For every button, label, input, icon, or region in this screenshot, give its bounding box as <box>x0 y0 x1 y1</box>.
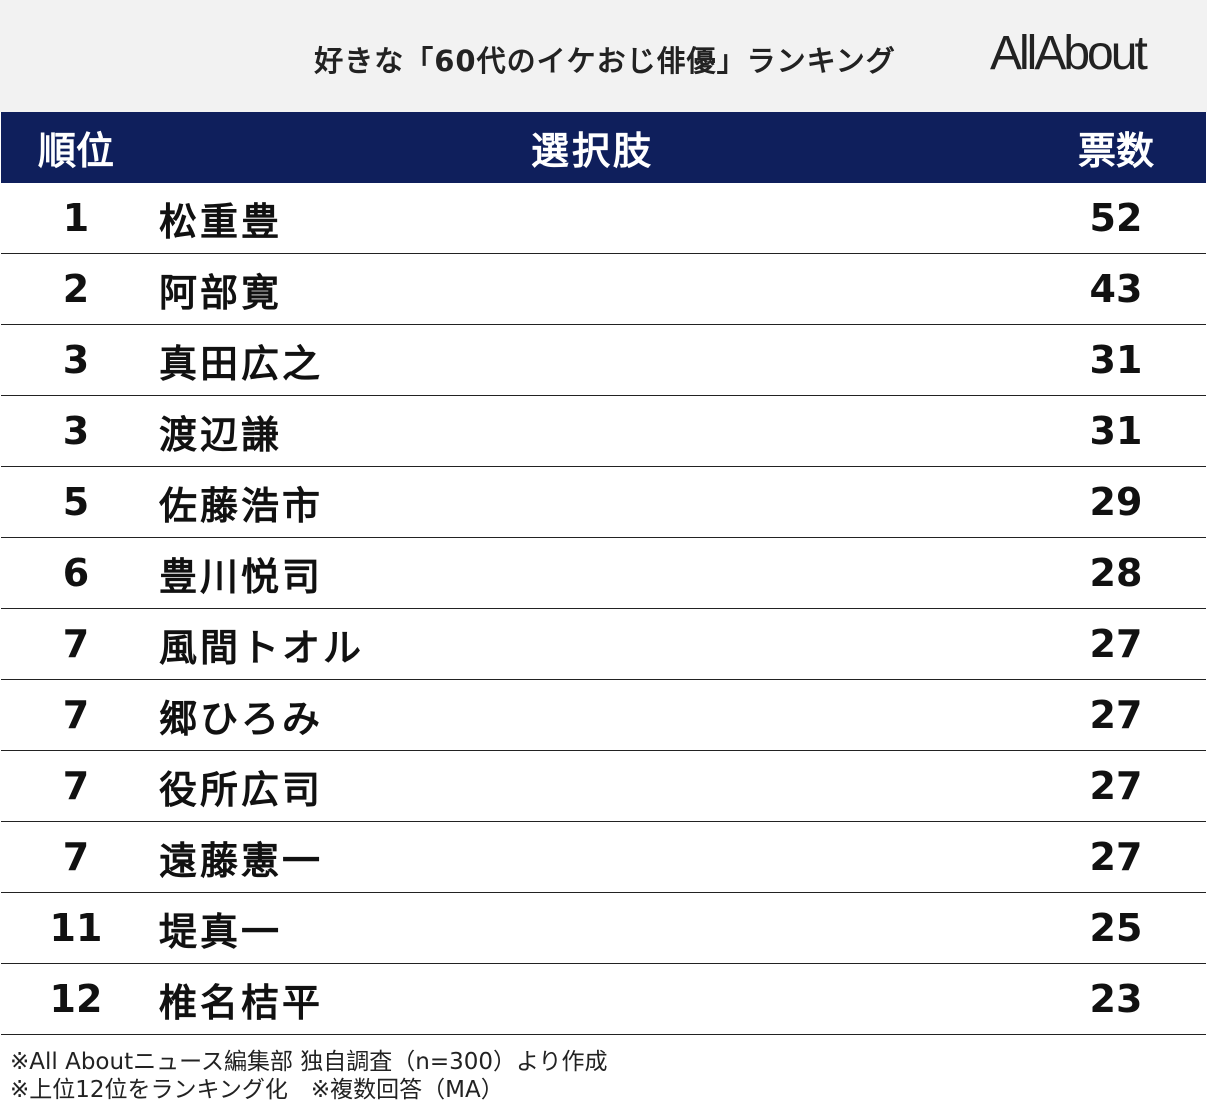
ranking-table: 順位 選択肢 票数 1 松重豊 52 2 阿部寛 43 3 真田広之 31 3 渡辺謙 31 5 佐藤浩市 29… <box>1 112 1206 1035</box>
table-cell: 27 <box>1026 608 1206 680</box>
table-cell: 役所広司 <box>151 750 1026 822</box>
table-row: 7 役所広司 27 <box>1 750 1206 822</box>
table-cell: 31 <box>1026 324 1206 396</box>
table-cell: 6 <box>1 537 151 609</box>
table-body: 1 松重豊 52 2 阿部寛 43 3 真田広之 31 3 渡辺謙 31 5 佐藤浩市 29 6 豊川悦司 28 7… <box>1 183 1206 1035</box>
table-cell: 25 <box>1026 892 1206 964</box>
table-cell: 3 <box>1 324 151 396</box>
table-row: 1 松重豊 52 <box>1 183 1206 254</box>
table-cell: 7 <box>1 821 151 893</box>
column-header: 票数 <box>1026 112 1206 183</box>
table-cell: 31 <box>1026 395 1206 467</box>
table-cell: 風間トオル <box>151 608 1026 680</box>
table-row: 6 豊川悦司 28 <box>1 537 1206 609</box>
table-cell: 5 <box>1 466 151 538</box>
title: 好きな「60代のイケおじ俳優」ランキング <box>314 44 896 78</box>
table-row: 2 阿部寛 43 <box>1 253 1206 325</box>
table-row: 3 渡辺謙 31 <box>1 395 1206 467</box>
table-cell: 28 <box>1026 537 1206 609</box>
table-cell: 堤真一 <box>151 892 1026 964</box>
table-cell: 豊川悦司 <box>151 537 1026 609</box>
table-cell: 1 <box>1 183 151 254</box>
logo: AllAbout <box>990 27 1148 80</box>
table-cell: 7 <box>1 750 151 822</box>
table-cell: 椎名桔平 <box>151 963 1026 1035</box>
table-cell: 12 <box>1 963 151 1035</box>
table-cell: 27 <box>1026 679 1206 751</box>
table-cell: 郷ひろみ <box>151 679 1026 751</box>
table-row: 7 郷ひろみ 27 <box>1 679 1206 751</box>
table-cell: 3 <box>1 395 151 467</box>
column-header: 順位 <box>1 112 151 183</box>
table-cell: 52 <box>1026 183 1206 254</box>
table-cell: 29 <box>1026 466 1206 538</box>
table-cell: 真田広之 <box>151 324 1026 396</box>
table-row: 5 佐藤浩市 29 <box>1 466 1206 538</box>
table-cell: 渡辺謙 <box>151 395 1026 467</box>
table-row: 11 堤真一 25 <box>1 892 1206 964</box>
table-row: 3 真田広之 31 <box>1 324 1206 396</box>
footnote: ※上位12位をランキング化 ※複数回答（MA） <box>10 1077 504 1103</box>
table-row: 12 椎名桔平 23 <box>1 963 1206 1035</box>
table-cell: 佐藤浩市 <box>151 466 1026 538</box>
table-cell: 27 <box>1026 821 1206 893</box>
header: 好きな「60代のイケおじ俳優」ランキング AllAbout <box>0 0 1207 112</box>
table-row: 7 遠藤憲一 27 <box>1 821 1206 893</box>
header-row: 順位 選択肢 票数 <box>1 112 1206 183</box>
table-cell: 松重豊 <box>151 183 1026 254</box>
column-header: 選択肢 <box>151 112 1026 183</box>
table-cell: 23 <box>1026 963 1206 1035</box>
table-cell: 43 <box>1026 253 1206 325</box>
table-cell: 2 <box>1 253 151 325</box>
table-cell: 7 <box>1 679 151 751</box>
table-cell: 遠藤憲一 <box>151 821 1026 893</box>
table-row: 7 風間トオル 27 <box>1 608 1206 680</box>
footnotes: ※All Aboutニュース編集部 独自調査（n=300）より作成 ※上位12位を… <box>10 1048 608 1104</box>
footnote: ※All Aboutニュース編集部 独自調査（n=300）より作成 <box>10 1049 608 1075</box>
table-cell: 11 <box>1 892 151 964</box>
table-cell: 阿部寛 <box>151 253 1026 325</box>
table-cell: 7 <box>1 608 151 680</box>
table-cell: 27 <box>1026 750 1206 822</box>
